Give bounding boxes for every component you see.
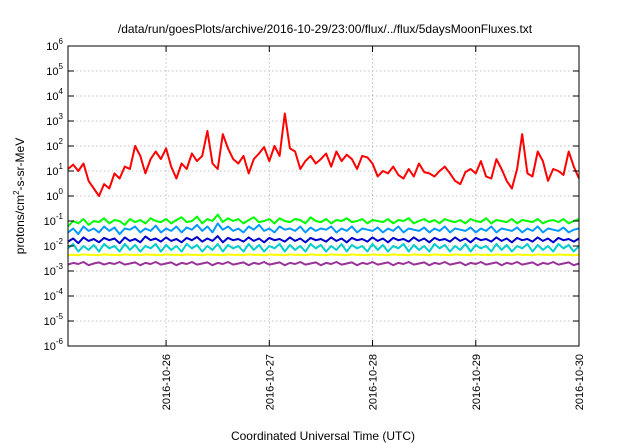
y-tick-label: 101 [46, 162, 63, 178]
y-tick-label: 104 [46, 87, 63, 103]
series-line-4 [67, 243, 580, 253]
series-line-2 [67, 213, 580, 228]
x-axis-label: Coordinated Universal Time (UTC) [231, 429, 415, 443]
y-tick-exponent: 5 [59, 62, 64, 71]
x-tick-label: 2016-10-30 [574, 354, 586, 410]
y-tick-exponent: -3 [56, 262, 64, 271]
y-tick-label: 10-3 [44, 262, 64, 278]
y-tick-base: 10 [46, 41, 58, 53]
y-tick-exponent: -1 [56, 212, 64, 221]
y-tick-label: 105 [46, 62, 63, 78]
y-tick-exponent: 3 [59, 112, 64, 121]
y-tick-exponent: -4 [56, 287, 64, 296]
y-tick-base: 10 [44, 316, 56, 328]
x-tick-label: 2016-10-28 [368, 354, 380, 410]
y-tick-label: 10-1 [44, 212, 64, 228]
y-axis-label-pre: protons/cm [13, 195, 27, 254]
series-line-5 [67, 235, 580, 245]
y-tick-base: 10 [46, 91, 58, 103]
y-tick-base: 10 [46, 141, 58, 153]
series-line-6 [67, 253, 580, 257]
y-tick-base: 10 [44, 216, 56, 228]
y-tick-exponent: -2 [56, 237, 64, 246]
y-tick-base: 10 [46, 66, 58, 78]
y-tick-base: 10 [46, 191, 58, 203]
y-tick-label: 102 [46, 137, 63, 153]
y-tick-label: 10-2 [44, 237, 64, 253]
y-tick-exponent: 0 [59, 187, 64, 196]
y-axis-label: protons/cm2-s-sr-MeV [12, 138, 27, 254]
chart-title: /data/run/goesPlots/archive/2016-10-29/2… [118, 22, 533, 36]
y-tick-exponent: -5 [56, 312, 64, 321]
y-axis-label-post: -s-sr-MeV [13, 138, 27, 191]
x-tick-label: 2016-10-29 [471, 354, 483, 410]
y-tick-label: 10-4 [44, 287, 64, 303]
series-line-3 [67, 222, 580, 236]
x-tick-label: 2016-10-27 [264, 354, 276, 410]
x-tick-label: 2016-10-26 [161, 354, 173, 410]
y-axis-label-sup: 2 [12, 190, 21, 195]
y-tick-exponent: 2 [59, 137, 64, 146]
series-line-1 [67, 112, 580, 197]
grid [68, 46, 579, 346]
y-tick-base: 10 [46, 166, 58, 178]
y-tick-base: 10 [44, 241, 56, 253]
y-tick-label: 106 [46, 37, 63, 53]
y-tick-base: 10 [44, 291, 56, 303]
axis-ticks: 10-610-510-410-310-210-11001011021031041… [44, 37, 586, 410]
y-tick-label: 103 [46, 112, 63, 128]
y-tick-exponent: 1 [59, 162, 64, 171]
series-layer [67, 112, 580, 267]
y-tick-label: 100 [46, 187, 63, 203]
y-tick-base: 10 [44, 341, 56, 353]
y-tick-label: 10-5 [44, 312, 64, 328]
y-tick-label: 10-6 [44, 337, 64, 353]
series-line-7 [67, 261, 580, 267]
y-tick-base: 10 [46, 116, 58, 128]
y-tick-exponent: 4 [59, 87, 64, 96]
y-tick-exponent: -6 [56, 337, 64, 346]
y-tick-exponent: 6 [59, 37, 64, 46]
y-tick-base: 10 [44, 266, 56, 278]
